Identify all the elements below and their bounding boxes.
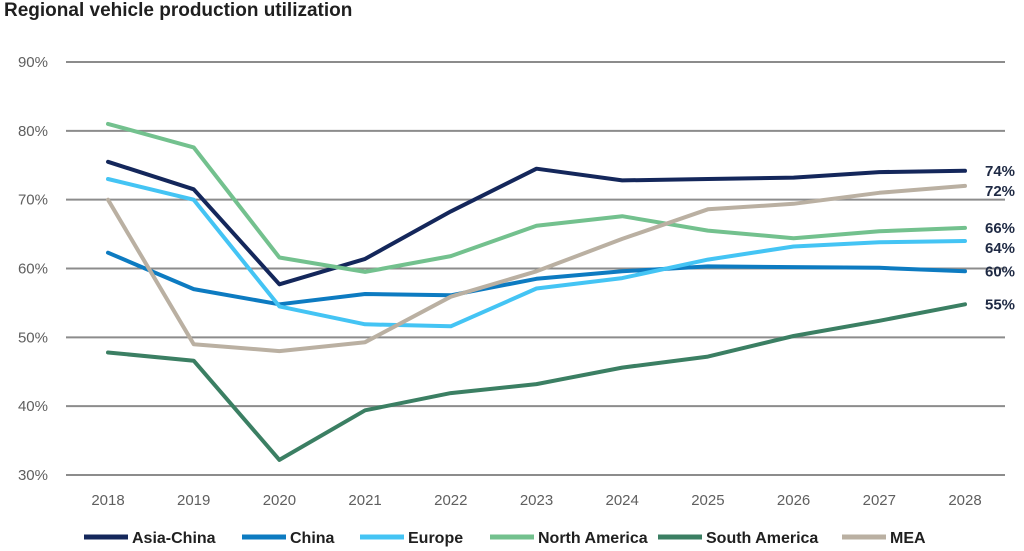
x-tick-label: 2019 (177, 492, 210, 509)
x-tick-label: 2020 (263, 492, 296, 509)
legend-label: South America (706, 530, 818, 547)
end-label: 55% (985, 296, 1015, 313)
y-axis-ticks: 30% 40% 50% 60% 70% 80% 90% (18, 54, 48, 484)
x-tick-label: 2026 (777, 492, 810, 509)
x-tick-label: 2021 (348, 492, 381, 509)
end-labels: 74% 72% 66% 64% 60% 55% (985, 163, 1015, 314)
x-tick-label: 2022 (434, 492, 467, 509)
x-tick-label: 2028 (948, 492, 981, 509)
y-tick-label: 30% (18, 467, 48, 484)
y-tick-label: 80% (18, 123, 48, 140)
series-line-asia-china (106, 159, 967, 287)
end-label: 66% (985, 220, 1015, 237)
x-tick-label: 2025 (691, 492, 724, 509)
end-label: 60% (985, 263, 1015, 280)
chart-title: Regional vehicle production utilization (4, 0, 353, 21)
end-label: 74% (985, 163, 1015, 180)
legend-label: North America (538, 530, 648, 547)
series-line-south-america (106, 302, 967, 462)
x-tick-label: 2027 (863, 492, 896, 509)
end-label: 72% (985, 183, 1015, 200)
legend: Asia-China China Europe North America South … (84, 530, 926, 547)
series-line-mea (106, 183, 967, 354)
series-line-china (106, 250, 967, 307)
legend-label: China (290, 530, 335, 547)
x-tick-label: 2018 (91, 492, 124, 509)
series-line-north-america (106, 121, 967, 274)
y-tick-label: 40% (18, 398, 48, 415)
series-lines (106, 121, 967, 462)
y-tick-label: 70% (18, 192, 48, 209)
y-tick-label: 50% (18, 329, 48, 346)
series-line-europe (106, 177, 967, 329)
x-tick-label: 2023 (520, 492, 553, 509)
y-tick-label: 60% (18, 261, 48, 278)
x-axis-ticks: 2018 2019 2020 2021 2022 2023 2024 2025 2026 2027… (91, 492, 981, 509)
legend-label: MEA (890, 530, 926, 547)
end-label: 64% (985, 240, 1015, 257)
legend-label: Asia-China (132, 530, 216, 547)
legend-label: Europe (408, 530, 463, 547)
x-tick-label: 2024 (606, 492, 639, 509)
y-tick-label: 90% (18, 54, 48, 71)
